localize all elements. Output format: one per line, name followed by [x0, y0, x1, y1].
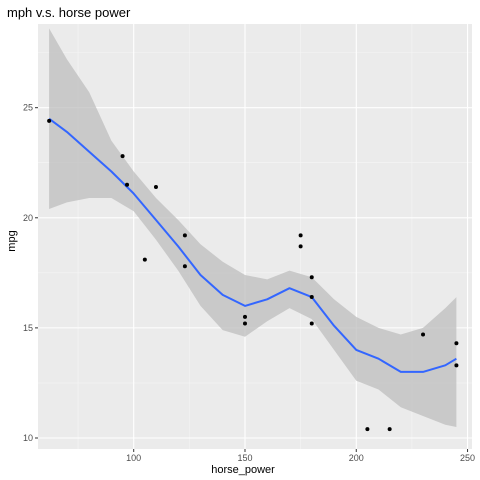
data-points — [47, 118, 459, 432]
data-point — [454, 341, 459, 346]
data-point — [454, 363, 459, 368]
data-point — [125, 182, 130, 187]
data-point — [182, 233, 187, 238]
data-point — [153, 184, 158, 189]
y-tick-label: 15 — [23, 323, 33, 333]
x-tick-label: 250 — [460, 453, 475, 463]
data-point — [142, 257, 147, 262]
data-point — [421, 332, 426, 337]
data-point — [47, 118, 52, 123]
major-gridlines — [38, 24, 472, 449]
confidence-band — [49, 28, 457, 428]
y-tick-label: 20 — [23, 213, 33, 223]
data-point — [309, 295, 314, 300]
y-axis: 10 15 20 25 — [23, 103, 38, 443]
x-tick-label: 200 — [349, 453, 364, 463]
data-point — [242, 321, 247, 326]
data-point — [309, 275, 314, 280]
data-point — [242, 314, 247, 319]
x-tick-label: 100 — [126, 453, 141, 463]
data-point — [387, 427, 392, 432]
x-tick-label: 150 — [237, 453, 252, 463]
chart-title: mph v.s. horse power — [7, 5, 131, 20]
data-point — [298, 233, 303, 238]
data-point — [309, 321, 314, 326]
data-point — [182, 264, 187, 269]
x-axis-title: horse_power — [211, 464, 275, 476]
data-point — [298, 244, 303, 249]
y-axis-title: mpg — [6, 230, 18, 251]
smooth-line — [48, 117, 457, 373]
y-tick-label: 25 — [23, 103, 33, 113]
data-point — [120, 154, 125, 159]
x-axis: 100 150 200 250 — [126, 449, 475, 463]
y-tick-label: 10 — [23, 433, 33, 443]
data-point — [365, 427, 370, 432]
